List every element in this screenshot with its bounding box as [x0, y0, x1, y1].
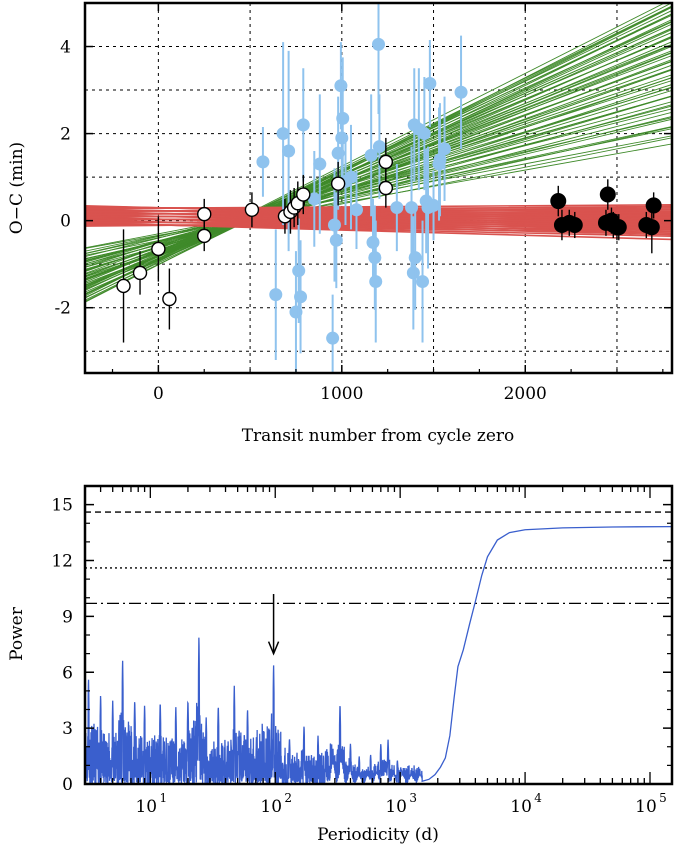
pgram-x-tick-exponent: 2	[284, 791, 292, 805]
oc-x-tick-label: 0	[153, 384, 164, 404]
black-point	[645, 197, 662, 214]
light-blue-point	[336, 111, 350, 125]
oc-x-tick-label: 2000	[504, 384, 547, 404]
light-blue-point	[372, 37, 385, 51]
white-point	[378, 180, 394, 196]
light-blue-point	[390, 201, 404, 215]
pgram-y-tick-label: 12	[51, 552, 73, 572]
light-blue-point	[296, 118, 310, 132]
light-blue-point	[408, 251, 422, 265]
oc-x-tick-label: 1000	[320, 384, 363, 404]
light-blue-point	[344, 170, 358, 184]
light-blue-point	[372, 140, 386, 154]
light-blue-point	[423, 77, 437, 91]
oc-y-axis-label: O−C (min)	[7, 142, 27, 234]
light-blue-point	[427, 198, 441, 212]
pgram-x-tick-label: 10	[260, 797, 282, 817]
black-point	[610, 219, 627, 236]
white-point	[162, 291, 177, 307]
pgram-x-tick-exponent: 3	[409, 791, 417, 805]
light-blue-point	[294, 290, 308, 304]
light-blue-point	[417, 127, 431, 141]
light-blue-point	[329, 233, 343, 247]
light-blue-point	[433, 153, 447, 167]
pgram-y-tick-label: 6	[62, 663, 73, 683]
light-blue-point	[454, 85, 468, 99]
white-point	[378, 154, 394, 170]
light-blue-point	[438, 142, 452, 156]
light-blue-point	[326, 331, 340, 345]
black-point	[550, 193, 567, 210]
light-blue-point	[256, 155, 270, 169]
pgram-x-tick-exponent: 1	[159, 791, 167, 805]
black-point	[599, 186, 616, 203]
periodogram-y-axis-label: Power	[7, 606, 27, 661]
pgram-x-tick-label: 10	[510, 797, 532, 817]
oc-y-tick-label: 4	[60, 38, 71, 58]
oc-y-tick-label: -2	[54, 299, 71, 319]
pgram-x-tick-label: 10	[135, 797, 157, 817]
pgram-y-tick-label: 3	[62, 719, 73, 739]
white-point	[197, 228, 212, 244]
light-blue-point	[276, 127, 290, 141]
oc-data-points	[116, 3, 662, 373]
significance-threshold-lines	[85, 511, 672, 604]
white-point	[296, 187, 311, 202]
white-point	[151, 241, 166, 257]
peak-arrow	[267, 594, 280, 656]
oc-axis-ticks: 0 1000 2000 -2 0 2 4	[54, 3, 672, 404]
red-fit-line	[85, 204, 672, 210]
periodogram-curve	[85, 525, 672, 784]
light-blue-point	[364, 148, 378, 162]
light-blue-point	[313, 157, 327, 171]
light-blue-point	[416, 275, 430, 289]
pgram-x-tick-label: 10	[385, 797, 407, 817]
oc-x-axis-label: Transit number from cycle zero	[242, 426, 515, 446]
oc-y-tick-label: 2	[60, 125, 71, 145]
light-blue-point	[282, 144, 296, 158]
black-point	[643, 219, 660, 236]
periodogram-plot-frame	[83, 484, 674, 786]
light-blue-point	[292, 264, 306, 278]
white-point	[197, 206, 212, 222]
pgram-y-tick-label: 15	[51, 496, 73, 516]
arrow-head	[267, 641, 280, 656]
light-blue-point	[327, 218, 341, 232]
light-blue-point	[307, 192, 321, 206]
oc-y-tick-label: 0	[60, 212, 71, 232]
oc-diagram-panel: 0 1000 2000 -2 0 2 4 Transit number from cycle…	[7, 1, 674, 446]
pgram-y-tick-label: 0	[62, 775, 73, 795]
light-blue-point	[366, 235, 380, 249]
pgram-x-tick-exponent: 4	[534, 791, 542, 805]
pgram-x-tick-exponent: 5	[659, 791, 667, 805]
periodogram-x-axis-label: Periodicity (d)	[317, 825, 439, 845]
white-point	[244, 202, 260, 217]
white-point	[132, 265, 148, 281]
pgram-y-tick-label: 9	[62, 607, 73, 627]
pgram-x-tick-label: 10	[635, 797, 657, 817]
black-point	[566, 217, 583, 233]
light-blue-point	[369, 275, 383, 289]
light-blue-point	[349, 203, 363, 217]
light-blue-point	[406, 266, 420, 280]
light-blue-point	[269, 288, 283, 302]
white-point	[330, 176, 346, 191]
white-point	[116, 278, 131, 294]
oc-plot-frame	[83, 1, 674, 375]
